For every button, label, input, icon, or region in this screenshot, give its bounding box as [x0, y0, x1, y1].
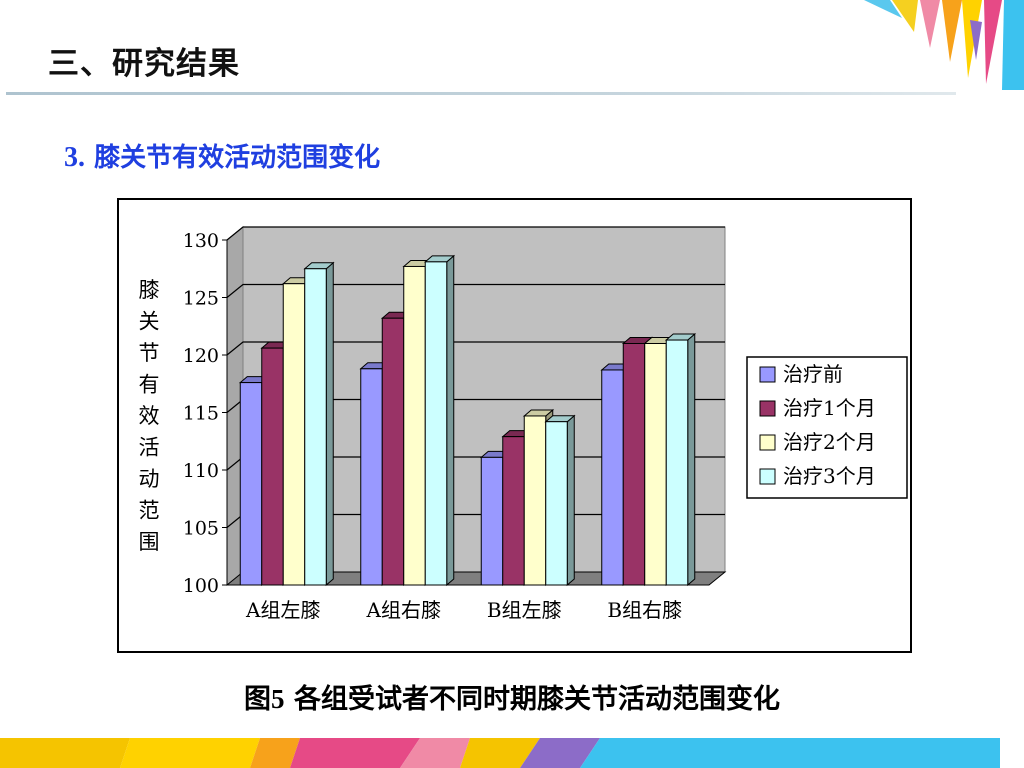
y-axis-title: 膝关节有效活动范围	[139, 278, 160, 554]
title-underline	[6, 92, 956, 95]
chart-frame: 100 105 110 115 120 125 130 A组左膝 A组右膝 B组左膝 B组右膝 膝…	[117, 198, 912, 653]
y-axis: 100 105 110 115 120 125 130	[183, 230, 228, 597]
subtitle-text: 膝关节有效活动范围变化	[94, 143, 381, 173]
legend-label: 治疗1个月	[783, 396, 876, 420]
legend-item: 治疗2个月	[759, 430, 876, 454]
legend-item: 治疗1个月	[759, 396, 876, 420]
bar-side	[446, 254, 455, 587]
bar-side	[566, 414, 575, 587]
y-axis-label: 膝关节有效活动范围	[139, 278, 160, 554]
bar-front	[424, 261, 448, 586]
gridline	[226, 283, 725, 298]
legend-label: 治疗3个月	[783, 464, 876, 488]
bar-front	[502, 436, 525, 586]
legend-item: 治疗3个月	[759, 464, 876, 488]
bar-front	[601, 369, 624, 586]
bar	[423, 254, 456, 587]
caption-text: 各组受试者不同时期膝关节活动范围变化	[293, 684, 780, 715]
bar	[303, 261, 335, 587]
gridline	[226, 341, 725, 356]
bar-front	[381, 317, 405, 586]
bar-front	[282, 283, 306, 586]
bar	[544, 414, 576, 587]
x-tick-label: A组左膝	[245, 598, 320, 622]
y-tick-label: 125	[183, 288, 219, 310]
legend-label: 治疗2个月	[783, 430, 876, 454]
bar-front	[261, 347, 284, 586]
bar-front	[360, 368, 383, 586]
slide-title: 三、研究结果	[48, 46, 240, 82]
x-tick-label: B组右膝	[607, 598, 682, 622]
y-tick-label: 115	[183, 403, 219, 425]
bar-front	[665, 339, 689, 586]
bar-front	[644, 343, 667, 586]
bar-side	[687, 332, 696, 587]
x-axis: A组左膝 A组右膝 B组左膝 B组右膝	[245, 598, 682, 622]
bar-front	[622, 343, 646, 586]
gridline	[226, 226, 725, 241]
legend-swatch	[759, 400, 776, 417]
y-tick-label: 100	[183, 575, 219, 597]
x-tick-label: B组左膝	[487, 598, 562, 622]
legend-swatch	[759, 434, 776, 451]
bar-side	[325, 261, 334, 587]
subtitle-number: 3.	[64, 142, 85, 173]
bar-front	[545, 421, 568, 586]
section-subtitle: 3. 膝关节有效活动范围变化	[64, 137, 380, 174]
legend-item: 治疗前	[759, 362, 843, 386]
y-tick-label: 120	[183, 345, 219, 367]
bar-front	[523, 415, 547, 586]
x-tick-label: A组右膝	[366, 598, 441, 622]
corner-decoration	[864, 0, 1024, 90]
y-tick-label: 105	[183, 518, 219, 540]
caption-number: 图5	[244, 684, 285, 714]
bar	[664, 332, 697, 587]
legend-label: 治疗前	[783, 362, 843, 386]
legend-swatch	[759, 366, 776, 383]
bar-front	[403, 265, 426, 586]
bar-front	[304, 268, 327, 586]
bars	[238, 254, 697, 587]
figure-caption: 图5 各组受试者不同时期膝关节活动范围变化	[0, 677, 1024, 716]
y-tick-label: 130	[183, 230, 219, 252]
bar-front	[239, 382, 263, 586]
legend-swatch	[759, 468, 776, 485]
bottom-decoration-bar	[0, 738, 1000, 768]
bar-front	[480, 456, 504, 586]
bar-chart: 100 105 110 115 120 125 130 A组左膝 A组右膝 B组左膝 B组右膝 膝…	[139, 225, 908, 622]
y-tick-label: 110	[183, 460, 219, 482]
